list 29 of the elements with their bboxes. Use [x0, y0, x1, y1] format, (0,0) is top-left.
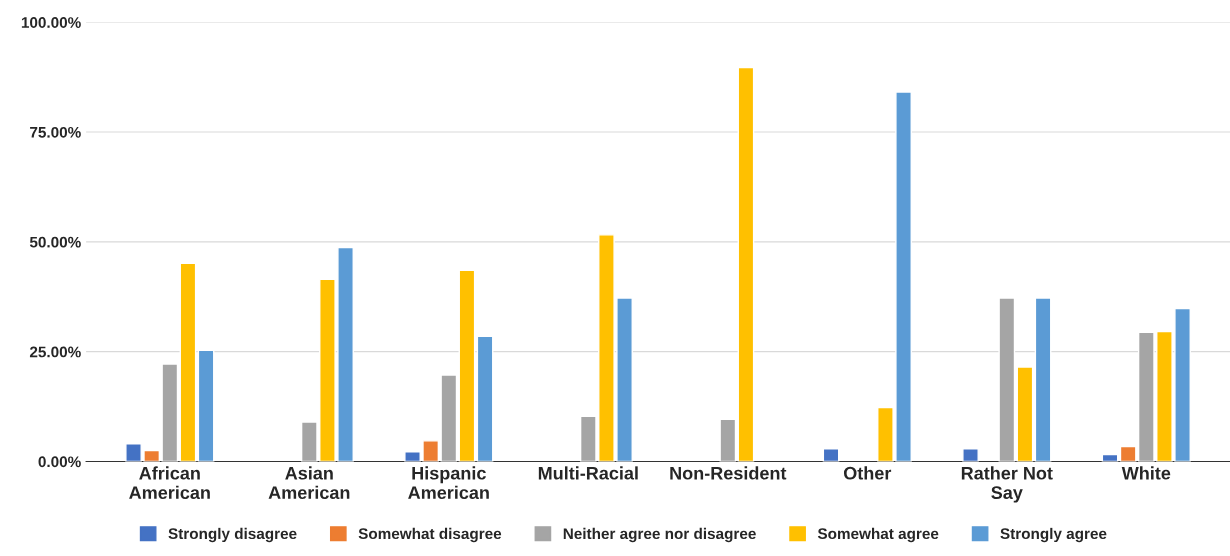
legend-label: Strongly disagree [168, 527, 297, 543]
bar [998, 297, 1016, 462]
bar [719, 418, 737, 462]
bar [737, 66, 755, 462]
bar [197, 349, 215, 462]
bar [458, 269, 476, 462]
y-tick-label: 50.00% [29, 236, 81, 248]
y-tick-label: 100.00% [21, 17, 81, 28]
legend-label: Strongly agree [1000, 527, 1107, 543]
y-tick-label: 0.00% [38, 456, 81, 468]
x-tick-label: Asian American [268, 466, 350, 500]
x-tick-label: African American [129, 466, 210, 500]
bar [1016, 366, 1034, 462]
bar [476, 335, 494, 462]
x-tick-label: Other [843, 466, 892, 480]
legend-label: Neither agree nor disagree [563, 527, 756, 543]
legend-label: Somewhat agree [817, 527, 939, 543]
y-tick-label: 75.00% [30, 126, 81, 138]
x-tick-label: Non-Resident [670, 466, 787, 480]
legend-label: Somewhat disagree [358, 527, 502, 543]
bar [962, 448, 979, 462]
y-tick-label: 25.00% [29, 346, 81, 358]
x-tick-label: Hispanic American [408, 466, 489, 500]
bar [1034, 297, 1052, 462]
x-tick-label: White [1121, 466, 1171, 480]
bar [822, 448, 840, 462]
bar [179, 262, 197, 462]
x-tick-label: Rather Not Say [961, 466, 1053, 503]
x-tick-label: Multi-Racial [538, 466, 638, 480]
